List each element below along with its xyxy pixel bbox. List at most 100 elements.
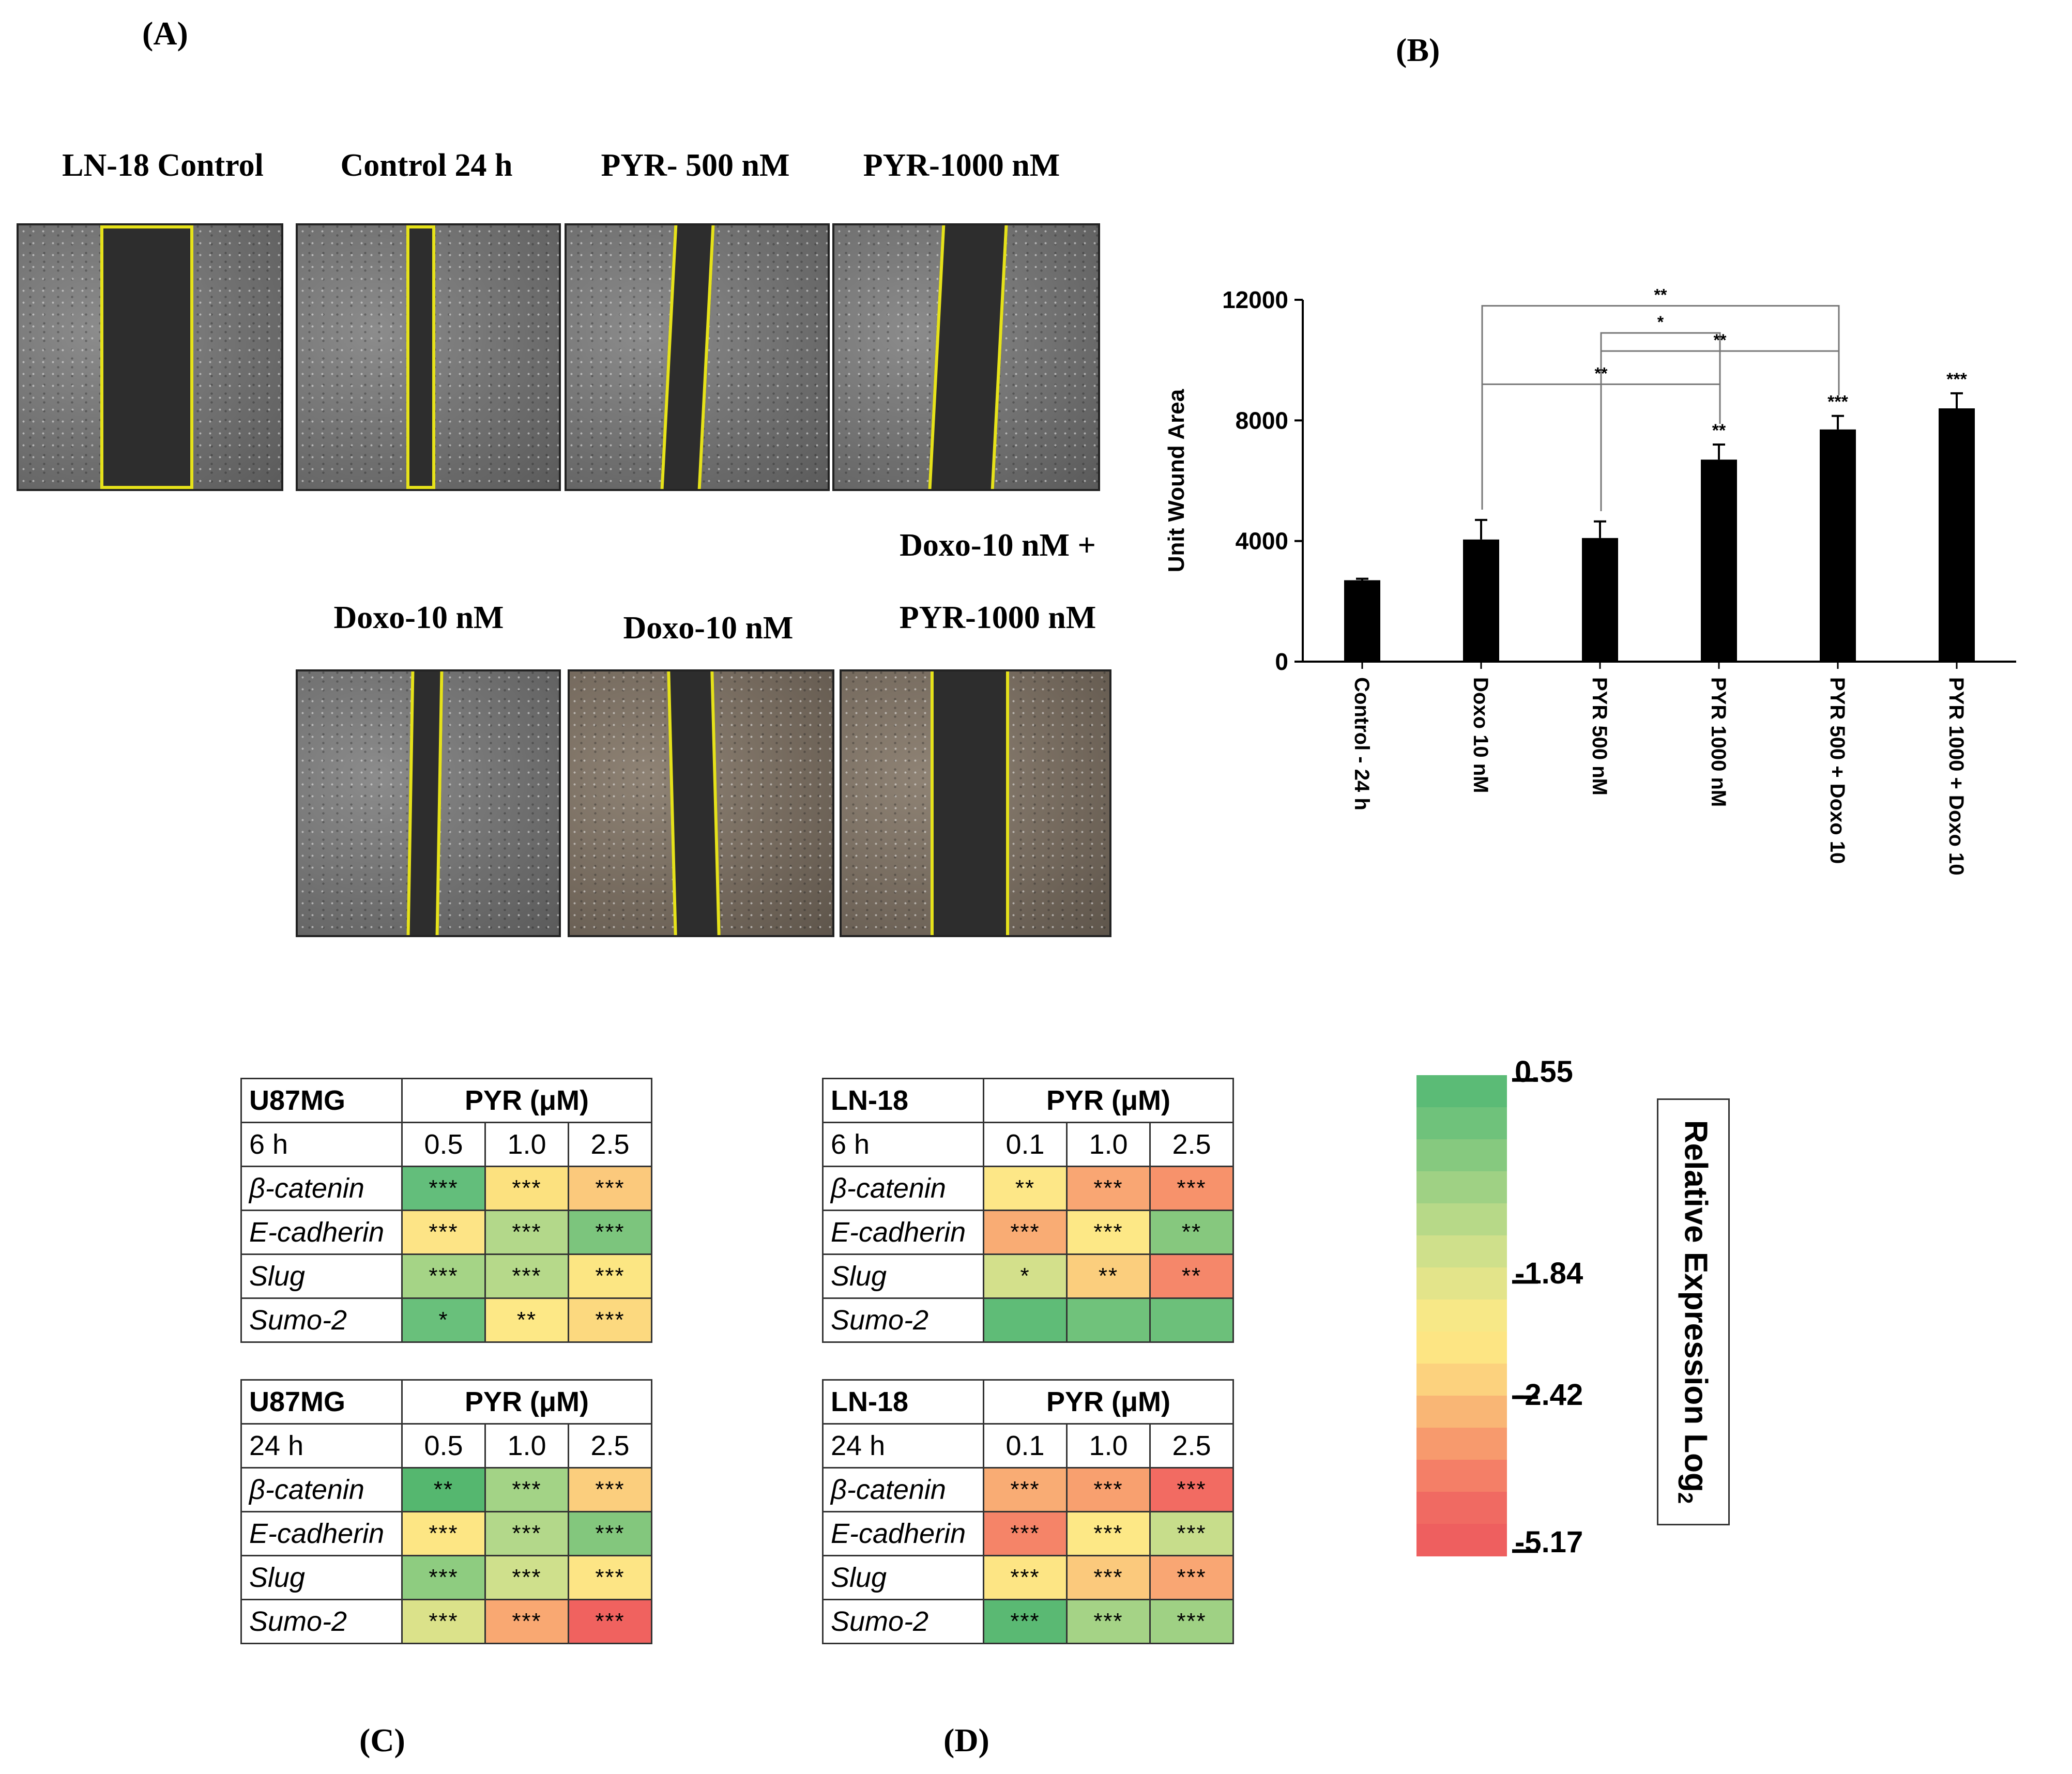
y-tick-label: 0 bbox=[1275, 648, 1288, 675]
heatmap-cell: *** bbox=[568, 1166, 652, 1211]
colorbar bbox=[1416, 1075, 1538, 1556]
table-dose: 1.0 bbox=[1066, 1122, 1151, 1167]
table-time: 24 h bbox=[822, 1423, 984, 1469]
micrograph-pyr-500 bbox=[565, 223, 830, 491]
table-dose: 0.5 bbox=[401, 1122, 486, 1167]
heatmap-cell: *** bbox=[1066, 1166, 1151, 1211]
colorbar-segment bbox=[1416, 1460, 1507, 1492]
bracket-label: ** bbox=[1595, 364, 1608, 383]
gene-label: Slug bbox=[240, 1253, 403, 1299]
legend-subscript: 2 bbox=[1673, 1492, 1697, 1504]
table-dose: 0.5 bbox=[401, 1423, 486, 1469]
bar bbox=[1463, 539, 1499, 662]
colorbar-segment bbox=[1416, 1332, 1507, 1364]
image-caption: Control 24 h bbox=[340, 148, 513, 183]
heatmap-cell bbox=[983, 1297, 1068, 1343]
heatmap-cell: *** bbox=[401, 1511, 486, 1556]
heatmap-cell: *** bbox=[1149, 1166, 1234, 1211]
significance-bracket bbox=[1481, 383, 1721, 510]
image-caption: PYR- 500 nM bbox=[601, 148, 790, 183]
heatmap-cell: *** bbox=[484, 1599, 569, 1644]
table-row: Sumo-2 bbox=[822, 1297, 1234, 1343]
heatmap-cell: *** bbox=[401, 1210, 486, 1255]
gene-label: β-catenin bbox=[822, 1467, 984, 1512]
bar-significance-label: *** bbox=[1827, 392, 1848, 412]
heatmap-cell: *** bbox=[568, 1599, 652, 1644]
heatmap-cell: *** bbox=[568, 1297, 652, 1343]
table-row: E-cadherin *** *** *** bbox=[240, 1210, 652, 1255]
image-caption: Doxo-10 nM + bbox=[900, 528, 1096, 563]
gene-label: β-catenin bbox=[240, 1467, 403, 1512]
table-cell-line: U87MG bbox=[240, 1078, 403, 1123]
heatmap-cell: * bbox=[983, 1253, 1068, 1299]
table-cell-line: U87MG bbox=[240, 1379, 403, 1425]
x-tick-label: PYR 500 + Doxo 10 bbox=[1826, 677, 1849, 864]
colorbar-segment bbox=[1416, 1075, 1507, 1108]
table-dose-header: PYR (μM) bbox=[983, 1078, 1234, 1123]
heatmap-cell bbox=[1066, 1297, 1151, 1343]
gene-label: E-cadherin bbox=[822, 1210, 984, 1255]
colorbar-segment bbox=[1416, 1524, 1507, 1556]
micrograph-pyr-1000 bbox=[832, 223, 1100, 491]
colorbar-segment bbox=[1416, 1203, 1507, 1236]
x-tick-label: Control - 24 h bbox=[1350, 677, 1373, 810]
table-dose-header: PYR (μM) bbox=[983, 1379, 1234, 1425]
heatmap-cell: *** bbox=[484, 1166, 569, 1211]
heatmap-cell: * bbox=[401, 1297, 486, 1343]
image-caption: PYR-1000 nM bbox=[863, 148, 1060, 183]
heatmap-cell: *** bbox=[1066, 1467, 1151, 1512]
table-row: E-cadherin *** *** ** bbox=[822, 1210, 1234, 1255]
panel-label-b: (B) bbox=[1396, 32, 1440, 68]
gene-label: E-cadherin bbox=[240, 1210, 403, 1255]
heatmap-cell: *** bbox=[568, 1555, 652, 1600]
significance-bracket bbox=[1481, 305, 1840, 510]
gene-label: Slug bbox=[822, 1253, 984, 1299]
image-caption: PYR-1000 nM bbox=[899, 600, 1096, 635]
table-dose: 2.5 bbox=[568, 1423, 652, 1469]
colorbar-tick-label: 0.55 bbox=[1515, 1055, 1573, 1089]
table-row: β-catenin *** *** *** bbox=[822, 1467, 1234, 1512]
gene-label: Sumo-2 bbox=[822, 1599, 984, 1644]
colorbar-segment bbox=[1416, 1107, 1507, 1140]
table-row: Sumo-2 * ** *** bbox=[240, 1297, 652, 1343]
x-tick-label: PYR 1000 nM bbox=[1707, 677, 1730, 807]
table-cell-line: LN-18 bbox=[822, 1078, 984, 1123]
heatmap-cell: *** bbox=[568, 1210, 652, 1255]
expression-table: LN-18 PYR (μM) 24 h 0.1 1.0 2.5 β-catenin *** **… bbox=[822, 1379, 1234, 1644]
heatmap-cell: *** bbox=[401, 1253, 486, 1299]
heatmap-cell: *** bbox=[484, 1210, 569, 1255]
gene-label: E-cadherin bbox=[822, 1511, 984, 1556]
table-dose-header: PYR (μM) bbox=[401, 1078, 652, 1123]
heatmap-cell: *** bbox=[1066, 1210, 1151, 1255]
table-time: 24 h bbox=[240, 1423, 403, 1469]
panel-label-d: (D) bbox=[943, 1722, 989, 1758]
image-caption: Doxo-10 nM bbox=[623, 610, 794, 646]
colorbar-tick-label: -5.17 bbox=[1515, 1525, 1583, 1559]
image-caption: Doxo-10 nM bbox=[333, 600, 504, 635]
heatmap-cell: *** bbox=[1149, 1467, 1234, 1512]
heatmap-cell: *** bbox=[1149, 1511, 1234, 1556]
heatmap-cell: *** bbox=[484, 1555, 569, 1600]
table-time: 6 h bbox=[822, 1122, 984, 1167]
micrograph-control-24h bbox=[296, 223, 561, 491]
colorbar-segment bbox=[1416, 1171, 1507, 1204]
micrograph-doxo-10 bbox=[296, 669, 561, 937]
heatmap-cell: *** bbox=[1066, 1599, 1151, 1644]
bar-significance-label: *** bbox=[1946, 370, 1967, 389]
heatmap-cell: *** bbox=[568, 1253, 652, 1299]
heatmap-cell: ** bbox=[1066, 1253, 1151, 1299]
micrograph-doxo-10-b bbox=[568, 669, 834, 937]
gene-label: Sumo-2 bbox=[240, 1297, 403, 1343]
heatmap-cell: ** bbox=[983, 1166, 1068, 1211]
table-row: E-cadherin *** *** *** bbox=[822, 1511, 1234, 1556]
bar bbox=[1701, 460, 1737, 662]
heatmap-cell: *** bbox=[1149, 1599, 1234, 1644]
bar-significance-label: ** bbox=[1712, 421, 1726, 440]
gene-label: Slug bbox=[822, 1555, 984, 1600]
y-tick-label: 4000 bbox=[1236, 528, 1288, 555]
heatmap-cell: *** bbox=[401, 1599, 486, 1644]
table-dose: 0.1 bbox=[983, 1423, 1068, 1469]
image-caption: LN-18 Control bbox=[62, 148, 264, 183]
heatmap-cell: *** bbox=[1066, 1555, 1151, 1600]
table-cell-line: LN-18 bbox=[822, 1379, 984, 1425]
